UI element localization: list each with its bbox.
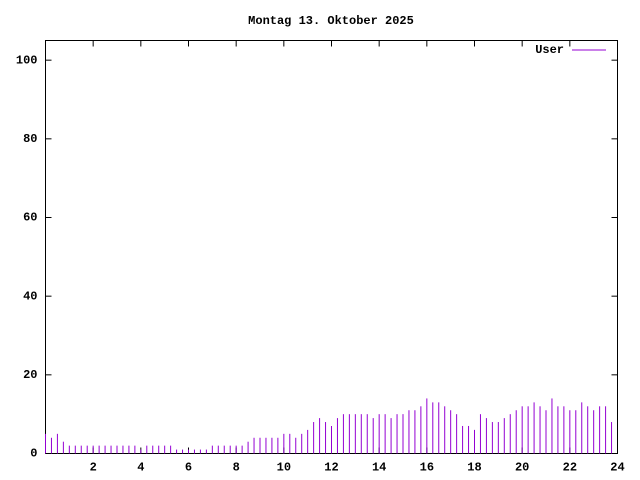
x-tick-label: 8 — [233, 461, 240, 475]
x-tick-label: 22 — [563, 461, 577, 475]
x-tick-label: 16 — [420, 461, 434, 475]
x-tick-label: 12 — [324, 461, 338, 475]
x-tick-label: 10 — [277, 461, 291, 475]
legend-label: User — [535, 43, 564, 57]
x-tick-label: 14 — [372, 461, 386, 475]
plot-frame — [45, 40, 618, 454]
y-tick-label: 40 — [23, 289, 37, 303]
y-tick-label: 60 — [23, 211, 37, 225]
x-tick-label: 4 — [137, 461, 144, 475]
y-tick-label: 20 — [23, 368, 37, 382]
y-tick-label: 80 — [23, 132, 37, 146]
y-tick-label: 0 — [30, 447, 37, 461]
x-tick-label: 20 — [515, 461, 529, 475]
x-tick-label: 18 — [467, 461, 481, 475]
chart-title: Montag 13. Oktober 2025 — [248, 14, 414, 28]
y-tick-label: 100 — [16, 53, 38, 67]
x-tick-label: 24 — [610, 461, 624, 475]
x-tick-label: 6 — [185, 461, 192, 475]
x-tick-label: 2 — [90, 461, 97, 475]
